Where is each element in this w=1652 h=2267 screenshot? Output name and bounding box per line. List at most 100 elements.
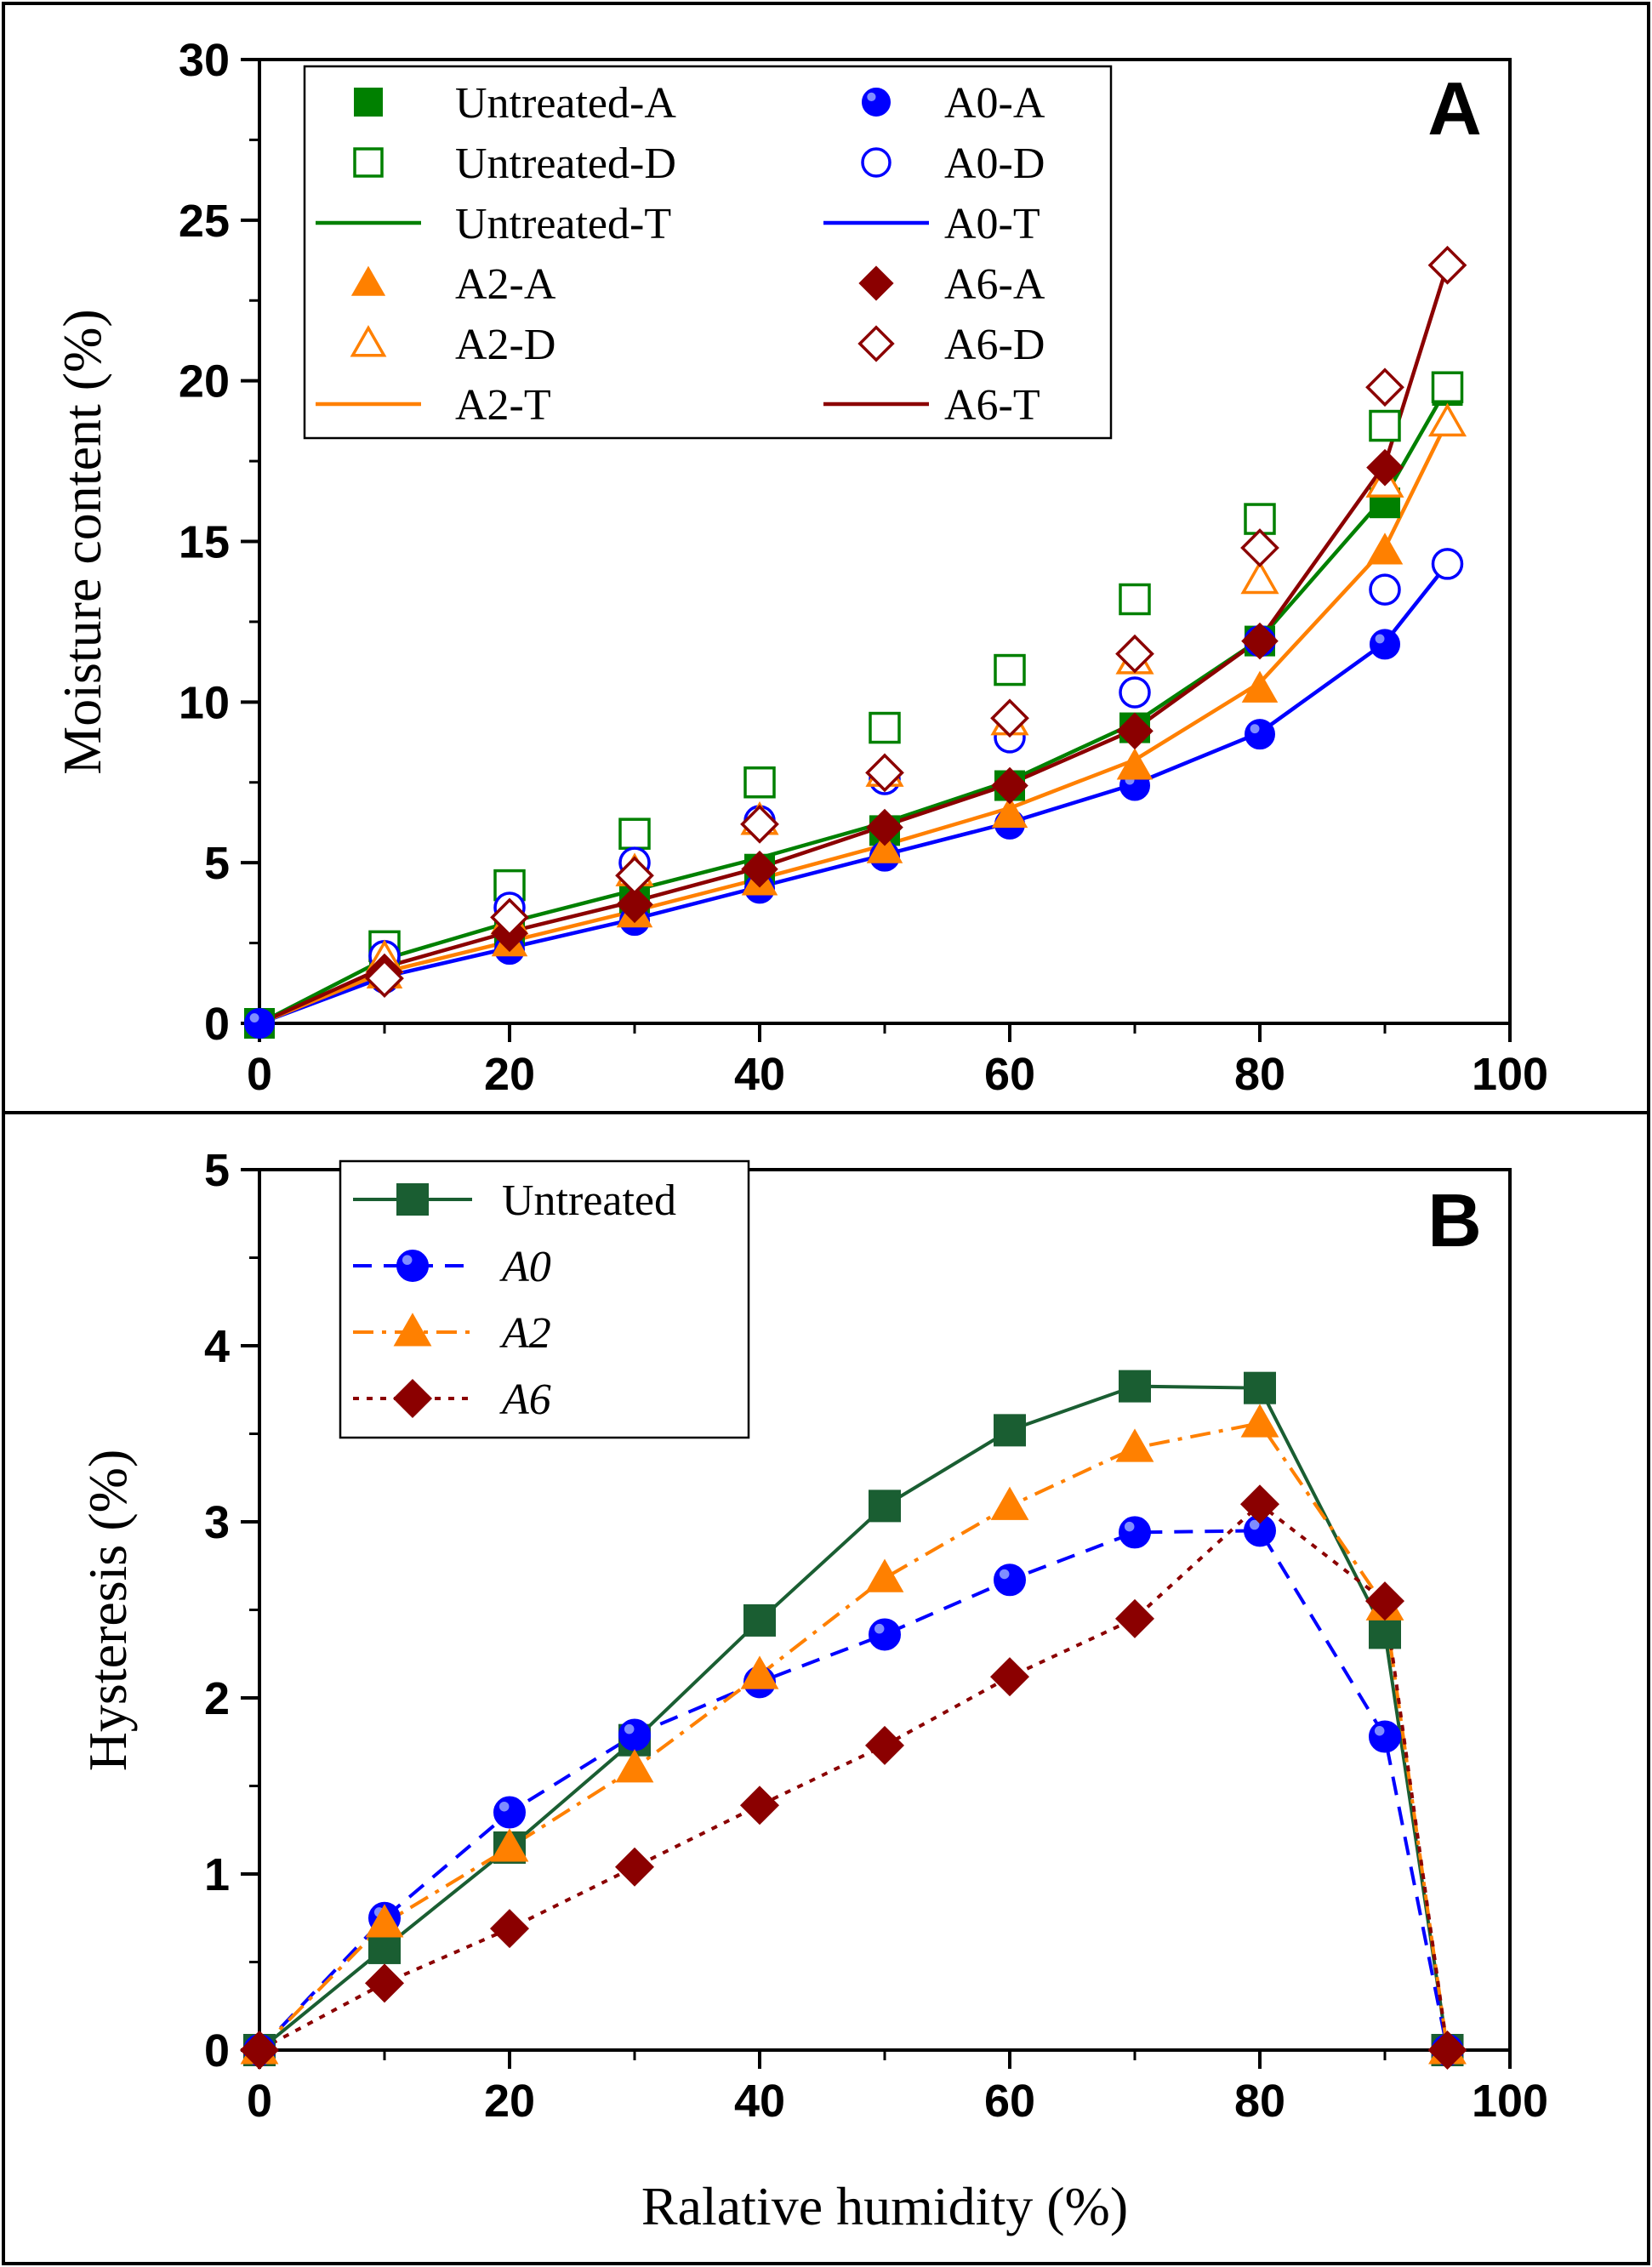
panel-a-legend-box: [303, 65, 1113, 440]
panel-a-y-axis-title: Moisture content (%): [52, 309, 112, 774]
panel-a-letter: A: [1427, 66, 1482, 151]
point-a6: [989, 1657, 1030, 1697]
legend-entry-a0: A0: [353, 1243, 551, 1291]
legend-label: A6-D: [944, 321, 1045, 369]
legend-entry-a0-d: A0-D: [861, 140, 1045, 188]
legend-entry-a2: A2: [353, 1309, 551, 1358]
legend-marker-swatch: [862, 88, 891, 117]
point-a2: [740, 1655, 779, 1689]
point-a6-d: [1115, 634, 1154, 674]
point-a0-a: [1245, 719, 1275, 750]
point-a2: [1240, 1404, 1279, 1438]
legend-entry-untreated-a: Untreated-A: [354, 79, 676, 128]
point-a6-a: [991, 766, 1028, 805]
point-untreated: [1119, 1370, 1151, 1403]
point-a0: [869, 1618, 901, 1651]
point-a2-d: [1427, 402, 1467, 437]
series-line-a2: [258, 1421, 1450, 2052]
panel-a-x-tick-label: 100: [1472, 1049, 1548, 1100]
point-a0: [493, 1796, 526, 1829]
panel-b-series-lines: [258, 1384, 1450, 2052]
panel-a-x-tick-label: 20: [484, 1049, 535, 1100]
legend-marker-swatch: [354, 88, 383, 117]
point-a0-d: [1369, 573, 1401, 606]
legend-entry-untreated-d: Untreated-D: [353, 140, 676, 188]
panel-b-x-axis-title: Ralative humidity (%): [641, 2176, 1128, 2236]
point-a6-d: [1365, 367, 1404, 407]
panel-b-y-tick-label: 2: [204, 1673, 230, 1724]
legend-marker-swatch: [392, 1378, 433, 1419]
legend-marker-swatch: [350, 265, 386, 296]
panel-a-series-markers: [244, 245, 1467, 1039]
point-untreated: [1369, 1616, 1401, 1649]
legend-marker-swatch: [350, 325, 387, 357]
point-a0-highlight: [874, 1623, 885, 1634]
legend-label: Untreated: [502, 1176, 676, 1225]
point-a0-highlight: [999, 1569, 1010, 1580]
point-a2: [1115, 1428, 1154, 1462]
panel-b-y-tick-label: 4: [204, 1321, 230, 1372]
point-a0-a: [1370, 629, 1400, 660]
panel-b-legend: Untreated A0 A2 A6: [353, 1176, 676, 1424]
point-a0-highlight: [624, 1723, 635, 1734]
legend-label: A0-T: [944, 200, 1040, 248]
legend-label: A2: [499, 1309, 551, 1358]
point-untreated-d: [618, 817, 651, 850]
point-untreated: [743, 1603, 776, 1637]
panel-a-y-tick-label: 5: [204, 838, 230, 889]
point-a0: [1119, 1516, 1151, 1549]
panel-b-x-tick-label: 100: [1472, 2076, 1548, 2127]
legend-marker-swatch: [857, 325, 895, 362]
point-a6: [489, 1909, 530, 1949]
point-a2-a: [866, 831, 903, 863]
legend-marker-swatch: [396, 1250, 429, 1282]
point-untreated: [869, 1489, 901, 1523]
panel-b-y-tick-label: 5: [204, 1145, 230, 1196]
point-a2-a: [1366, 533, 1404, 565]
legend-marker-swatch-highlight: [867, 92, 876, 102]
point-a0-highlight: [1124, 1521, 1135, 1532]
point-a2-a: [991, 795, 1028, 829]
legend-marker-swatch: [858, 265, 894, 301]
point-a6-d: [865, 753, 904, 793]
point-a2: [490, 1828, 529, 1862]
legend-label: A2-A: [455, 260, 556, 309]
panel-b-y-tick-label: 1: [204, 1849, 230, 1900]
panel-b-y-axis-title: Hysteresis (%): [77, 1450, 138, 1772]
panel-a-ticks: 0 20 40 60 80 100 0 5 10 15 20 25 30: [179, 35, 1548, 1100]
point-a6-d: [490, 897, 529, 937]
point-a6: [1114, 1598, 1155, 1638]
panel-a-y-tick-label: 15: [179, 517, 230, 568]
legend-entry-untreated: Untreated: [353, 1176, 676, 1225]
point-a2-a: [1241, 670, 1279, 703]
point-a6: [1427, 2030, 1467, 2070]
point-a6: [739, 1786, 780, 1826]
panel-b-x-tick-label: 0: [247, 2076, 272, 2127]
point-a6-d: [365, 959, 404, 999]
legend-marker-swatch: [861, 147, 892, 178]
point-a6-d: [1240, 528, 1279, 567]
point-untreated-d: [869, 711, 901, 744]
legend-label: A6-T: [944, 381, 1040, 430]
panel-a-y-tick-label: 0: [204, 999, 230, 1050]
panel-b-series-markers: [239, 1370, 1467, 2070]
panel-b-ticks: 0 20 40 60 80 100 0 1 2 3 4 5: [204, 1145, 1548, 2127]
panel-a-x-tick-label: 80: [1234, 1049, 1285, 1100]
panel-a-y-tick-label: 10: [179, 677, 230, 728]
legend-entry-a2-a: A2-A: [350, 260, 556, 309]
panel-b-letter: B: [1427, 1178, 1482, 1262]
panel-a-y-tick-label: 30: [179, 35, 230, 86]
point-a0: [1369, 1720, 1401, 1753]
point-a0-a-highlight: [1375, 634, 1385, 644]
point-a6-a: [1116, 712, 1154, 750]
panel-b-x-tick-label: 20: [484, 2076, 535, 2127]
point-a0-highlight: [1249, 1519, 1260, 1530]
legend-entry-a6-a: A6-A: [858, 260, 1045, 309]
panel-a-legend: Untreated-A Untreated-D Untreated-T A2-A A2-…: [316, 79, 1045, 430]
legend-label: A2-D: [455, 321, 555, 369]
point-untreated-d: [994, 653, 1026, 686]
legend-label: Untreated-A: [455, 79, 676, 128]
legend-entry-a0-a: A0-A: [862, 79, 1045, 128]
point-untreated: [994, 1414, 1026, 1447]
